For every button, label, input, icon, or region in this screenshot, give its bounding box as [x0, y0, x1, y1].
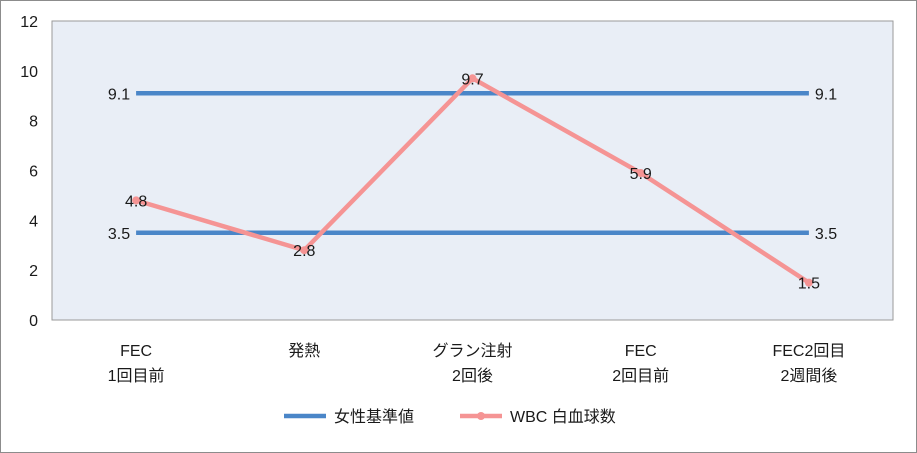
- wbc-data-label: 9.7: [461, 71, 483, 88]
- x-category-label-line: グラン注射: [432, 342, 512, 360]
- y-tick-label: 8: [29, 114, 38, 131]
- series-layer: [132, 74, 813, 287]
- y-tick-label: 6: [29, 164, 38, 181]
- wbc-data-label: 1.5: [798, 276, 820, 293]
- wbc-point: [468, 74, 477, 83]
- x-category-label-line: FEC: [120, 343, 152, 360]
- x-category-label-line: FEC: [625, 343, 657, 360]
- x-category-label: グラン注射 2回後: [432, 342, 512, 385]
- reference-data-label: 9.1: [815, 86, 837, 103]
- y-axis: 0 2 4 6 8 10 12: [20, 14, 38, 330]
- x-category-label: 発熱: [288, 342, 320, 360]
- x-category-label-line: 1回目前: [108, 367, 165, 385]
- x-category-label-line: 2回目前: [612, 367, 669, 385]
- x-category-label-line: 2週間後: [780, 367, 837, 385]
- wbc-data-label: 2.8: [293, 243, 315, 260]
- x-category-label-line: 発熱: [288, 342, 320, 360]
- y-tick-label: 0: [29, 313, 38, 330]
- legend-label-reference: 女性基準値: [334, 407, 414, 426]
- wbc-data-label: 4.8: [125, 193, 147, 210]
- y-tick-label: 2: [29, 263, 38, 280]
- reference-data-label: 3.5: [108, 226, 130, 243]
- x-category-label-line: 2回後: [452, 367, 493, 385]
- x-category-label: FEC 2回目前: [612, 343, 669, 385]
- reference-data-label: 9.1: [108, 86, 130, 103]
- data-labels: 9.1 9.1 3.5 3.5 4.8 2.8 9.7 5.9 1.5: [108, 71, 837, 292]
- legend: 女性基準値 WBC 白血球数: [284, 407, 616, 426]
- y-tick-label: 4: [29, 213, 38, 230]
- wbc-point: [636, 168, 645, 177]
- legend-label-wbc: WBC 白血球数: [510, 408, 616, 426]
- wbc-point: [132, 196, 141, 205]
- x-category-label: FEC 1回目前: [108, 343, 165, 385]
- x-category-label: FEC2回目 2週間後: [772, 343, 845, 385]
- plot-area: [51, 20, 894, 321]
- wbc-data-label: 5.9: [630, 166, 652, 183]
- y-tick-label: 10: [20, 64, 38, 81]
- reference-data-label: 3.5: [815, 226, 837, 243]
- wbc-point: [300, 246, 309, 255]
- x-category-label-line: FEC2回目: [772, 343, 845, 360]
- x-axis: FEC 1回目前 発熱 グラン注射 2回後 FEC 2回目前 FEC2回目 2週間後: [108, 342, 846, 385]
- wbc-point: [804, 278, 813, 287]
- y-tick-label: 12: [20, 14, 38, 31]
- legend-marker-wbc: [477, 412, 485, 420]
